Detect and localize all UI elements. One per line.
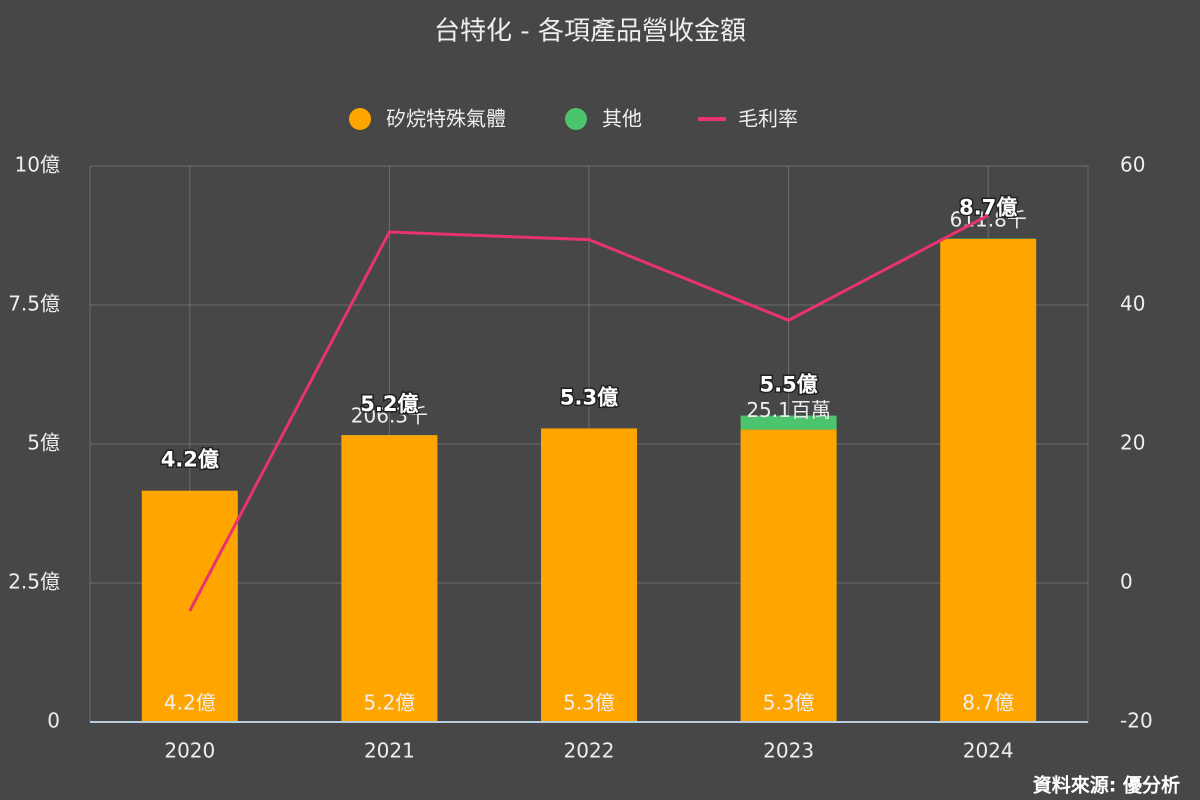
y2-tick-label: 60 bbox=[1120, 153, 1145, 177]
chart-title: 台特化 - 各項產品營收金額 bbox=[434, 17, 746, 47]
x-tick-label: 2022 bbox=[564, 739, 615, 763]
bar-value-label: 8.7億 bbox=[962, 691, 1014, 715]
y2-tick-label: 20 bbox=[1120, 431, 1145, 455]
bar-segment bbox=[141, 490, 238, 722]
bar-value-label: 25.1百萬 bbox=[746, 398, 831, 422]
bar-total-label: 5.2億 bbox=[360, 392, 418, 416]
y2-tick-label: -20 bbox=[1120, 709, 1153, 733]
bar-value-label: 206.3千 bbox=[351, 404, 428, 428]
legend-swatch bbox=[349, 108, 371, 130]
x-tick-label: 2023 bbox=[763, 739, 814, 763]
x-tick-label: 2021 bbox=[364, 739, 415, 763]
bar-value-label: 4.2億 bbox=[164, 691, 216, 715]
legend-swatch bbox=[565, 108, 587, 130]
legend-label: 毛利率 bbox=[738, 107, 798, 131]
source: 資料來源: 優分析 bbox=[1033, 774, 1180, 797]
bar-segment bbox=[541, 428, 637, 722]
y-tick-label: 5億 bbox=[27, 431, 60, 455]
bar-value-label: 5.3億 bbox=[563, 691, 615, 715]
bar-segment bbox=[940, 238, 1037, 722]
bar-segment bbox=[740, 429, 837, 722]
legend-label: 矽烷特殊氣體 bbox=[386, 107, 506, 131]
bar-value-label: 5.2億 bbox=[363, 691, 415, 715]
x-tick-label: 2024 bbox=[963, 739, 1014, 763]
y-tick-label: 2.5億 bbox=[8, 570, 60, 594]
y-tick-label: 0 bbox=[47, 709, 60, 733]
y2-tick-label: 40 bbox=[1120, 292, 1145, 316]
bar-total-label: 5.5億 bbox=[759, 373, 817, 397]
bar-total-label: 5.3億 bbox=[560, 385, 618, 409]
legend-label: 其他 bbox=[602, 107, 642, 131]
y2-tick-label: 0 bbox=[1120, 570, 1133, 594]
bar-segment bbox=[341, 435, 438, 722]
line-series bbox=[188, 214, 989, 612]
y-tick-label: 10億 bbox=[15, 153, 60, 177]
bar-value-label: 5.3億 bbox=[763, 691, 815, 715]
bar-total-label: 4.2億 bbox=[161, 448, 219, 472]
bar-segment bbox=[740, 415, 837, 430]
y-tick-label: 7.5億 bbox=[8, 292, 60, 316]
x-tick-label: 2020 bbox=[164, 739, 215, 763]
